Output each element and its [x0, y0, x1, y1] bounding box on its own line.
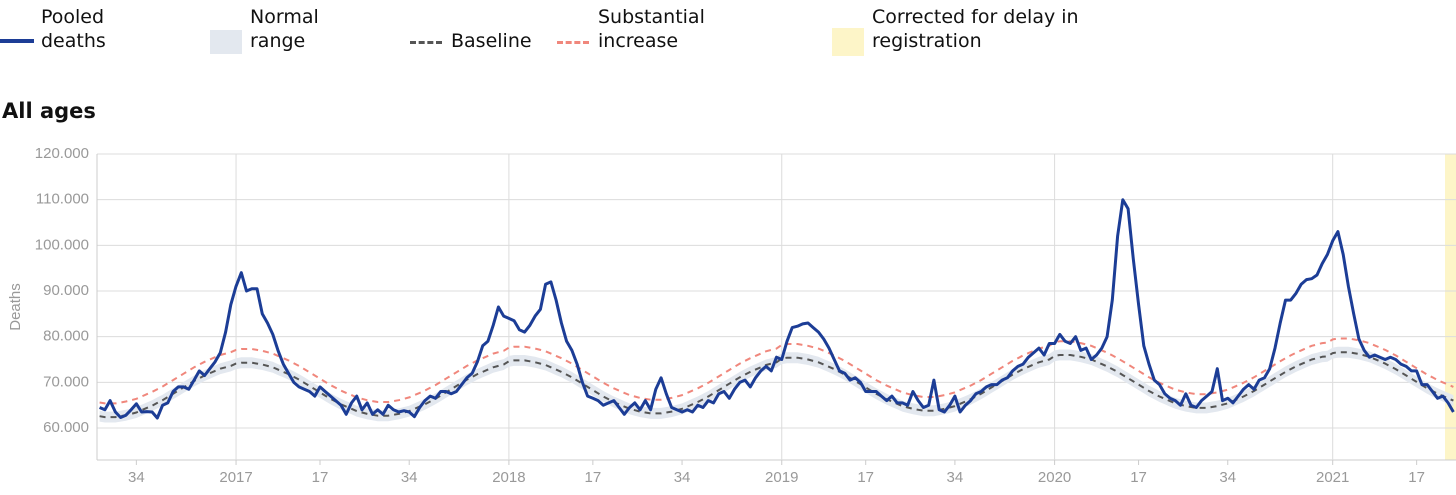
y-tick-label: 100.000 — [35, 236, 89, 253]
x-tick-label: 2020 — [1038, 469, 1071, 486]
y-tick-label: 70.000 — [43, 373, 89, 390]
y-tick-label: 60.000 — [43, 419, 89, 436]
legend-label: Baseline — [451, 30, 532, 52]
legend-swatch — [210, 30, 242, 54]
delay-band — [1445, 154, 1456, 460]
normal-range — [99, 346, 1454, 423]
legend-label: Normal range — [250, 6, 319, 52]
x-tick-label: 2018 — [492, 469, 525, 486]
y-axis-label: Deaths — [7, 283, 24, 331]
data-line — [99, 198, 1455, 420]
x-tick-label: 34 — [401, 469, 418, 486]
x-tick-label: 34 — [1219, 469, 1236, 486]
y-tick-label: 80.000 — [43, 328, 89, 345]
reference-line — [99, 351, 1454, 419]
legend-swatch — [0, 39, 34, 43]
legend-label: Substantial increase — [598, 6, 705, 52]
x-tick-label: 2017 — [219, 469, 252, 486]
y-tick-label: 120.000 — [35, 145, 89, 162]
y-tick-label: 110.000 — [36, 191, 89, 208]
x-tick-label: 17 — [857, 469, 874, 486]
y-tick-label: 90.000 — [43, 282, 89, 299]
legend-swatch — [410, 41, 442, 44]
legend-swatch — [832, 28, 864, 56]
x-tick-label: 17 — [585, 469, 602, 486]
x-tick-label: 34 — [947, 469, 964, 486]
x-tick-label: 34 — [674, 469, 691, 486]
x-tick-label: 17 — [1408, 469, 1425, 486]
x-tick-label: 2019 — [765, 469, 798, 486]
x-tick-label: 17 — [1130, 469, 1147, 486]
legend-swatch — [557, 41, 589, 44]
chart-title: All ages — [2, 99, 96, 123]
x-tick-label: 34 — [128, 469, 145, 486]
x-tick-label: 2021 — [1316, 469, 1349, 486]
legend-label: Corrected for delay in registration — [872, 6, 1079, 52]
legend-label: Pooled deaths — [41, 6, 106, 52]
x-tick-label: 17 — [312, 469, 329, 486]
reference-line — [99, 337, 1454, 405]
